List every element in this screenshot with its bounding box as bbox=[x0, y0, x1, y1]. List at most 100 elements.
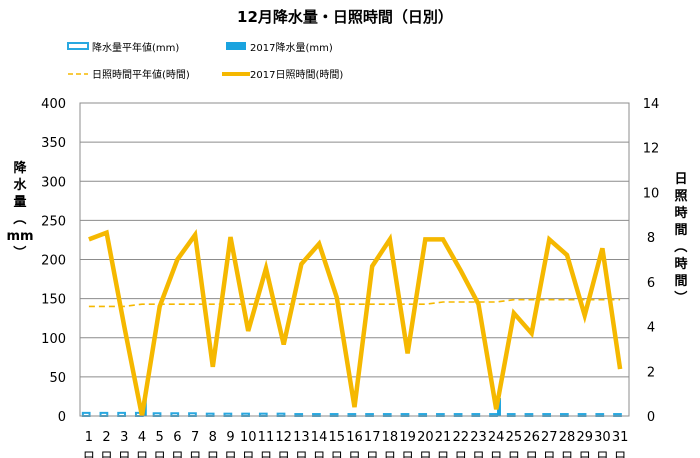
actual-precip-bar bbox=[497, 398, 501, 416]
x-tick-label: 4 bbox=[138, 430, 146, 445]
x-tick-label: 29 bbox=[576, 430, 593, 445]
x-tick-label: 5 bbox=[156, 430, 164, 445]
axis-label-char: 量 bbox=[13, 195, 26, 210]
legend-swatch bbox=[67, 42, 89, 50]
axis-label-char: ） bbox=[672, 290, 688, 303]
right-tick-label: 12 bbox=[643, 142, 660, 157]
x-tick-unit: 日 bbox=[383, 451, 396, 458]
x-tick-unit: 日 bbox=[277, 451, 290, 458]
left-tick-label: 200 bbox=[41, 254, 66, 269]
right-tick-label: 2 bbox=[647, 365, 655, 380]
axis-label-char: 照 bbox=[674, 189, 687, 204]
axis-label-char: 間 bbox=[674, 223, 687, 238]
x-tick-unit: 日 bbox=[543, 451, 556, 458]
x-tick-unit: 日 bbox=[454, 451, 467, 458]
right-tick-label: 10 bbox=[643, 186, 660, 201]
x-tick-unit: 日 bbox=[578, 451, 591, 458]
left-tick-label: 100 bbox=[41, 332, 66, 347]
x-tick-label: 28 bbox=[559, 430, 576, 445]
x-tick-unit: 日 bbox=[614, 451, 627, 458]
right-tick-label: 4 bbox=[647, 321, 655, 336]
x-tick-label: 27 bbox=[541, 430, 558, 445]
x-tick-unit: 日 bbox=[153, 451, 166, 458]
left-tick-label: 150 bbox=[41, 293, 66, 308]
axis-label-char: 水 bbox=[13, 177, 27, 193]
right-tick-label: 0 bbox=[647, 410, 655, 425]
right-tick-label: 8 bbox=[647, 231, 655, 246]
actual-sunshine-line bbox=[88, 228, 623, 417]
x-tick-unit: 日 bbox=[596, 451, 609, 458]
axes-layer bbox=[79, 102, 630, 417]
x-tick-unit: 日 bbox=[206, 451, 219, 458]
left-tick-label: 250 bbox=[41, 214, 66, 229]
axis-label-char: 日 bbox=[674, 172, 687, 187]
axis-label-char: 時 bbox=[674, 256, 687, 272]
x-tick-label: 14 bbox=[311, 430, 328, 445]
left-tick-label: 400 bbox=[41, 97, 66, 112]
x-tick-unit: 日 bbox=[507, 451, 520, 458]
x-tick-unit: 日 bbox=[401, 451, 414, 458]
left-tick-label: 50 bbox=[49, 371, 66, 386]
x-tick-unit: 日 bbox=[437, 451, 450, 458]
legend-label: 日照時間平年値(時間) bbox=[92, 68, 190, 81]
axis-label-char: ） bbox=[11, 245, 27, 258]
x-tick-label: 30 bbox=[594, 430, 611, 445]
x-tick-unit: 日 bbox=[348, 451, 361, 458]
x-tick-label: 23 bbox=[470, 430, 487, 445]
legend: 降水量平年値(mm) 2017降水量(mm) 日照時間平年値(時間) 2017日照時間… bbox=[67, 41, 343, 81]
left-tick-label: 0 bbox=[58, 410, 66, 425]
x-tick-label: 10 bbox=[240, 430, 257, 445]
legend-swatch bbox=[226, 42, 246, 50]
x-tick-label: 15 bbox=[329, 430, 346, 445]
legend-label: 降水量平年値(mm) bbox=[92, 41, 179, 54]
axis-label-char: mm bbox=[6, 229, 33, 244]
axis-label-char: 降 bbox=[13, 160, 27, 176]
x-tick-unit: 日 bbox=[82, 451, 95, 458]
x-tick-unit: 日 bbox=[189, 451, 202, 458]
x-tick-label: 18 bbox=[382, 430, 399, 445]
x-tick-unit: 日 bbox=[419, 451, 432, 458]
axis-label-char: 間 bbox=[674, 274, 687, 289]
axis-label-char: （ bbox=[672, 239, 688, 252]
right-tick-label: 14 bbox=[643, 97, 660, 112]
x-tick-label: 26 bbox=[523, 430, 540, 445]
x-tick-label: 16 bbox=[346, 430, 363, 445]
x-tick-label: 12 bbox=[275, 430, 292, 445]
left-tick-label: 350 bbox=[41, 136, 66, 151]
x-tick-label: 6 bbox=[173, 430, 181, 445]
x-tick-unit: 日 bbox=[118, 451, 131, 458]
plot-area bbox=[79, 102, 630, 417]
x-tick-label: 2 bbox=[102, 430, 110, 445]
x-tick-label: 3 bbox=[120, 430, 128, 445]
x-tick-unit: 日 bbox=[525, 451, 538, 458]
x-tick-unit: 日 bbox=[313, 451, 326, 458]
x-tick-unit: 日 bbox=[100, 451, 113, 458]
x-tick-unit: 日 bbox=[135, 451, 148, 458]
normal-sunshine-line bbox=[88, 298, 621, 308]
x-tick-unit: 日 bbox=[224, 451, 237, 458]
x-tick-label: 13 bbox=[293, 430, 310, 445]
x-tick-unit: 日 bbox=[295, 451, 308, 458]
axis-label-char: 時 bbox=[674, 205, 687, 221]
x-tick-label: 31 bbox=[612, 430, 629, 445]
x-tick-unit: 日 bbox=[330, 451, 343, 458]
x-axis-ticks: 1日2日3日4日5日6日7日8日9日10日11日12日13日14日15日16日1… bbox=[82, 430, 628, 458]
x-tick-label: 17 bbox=[364, 430, 381, 445]
x-tick-label: 7 bbox=[191, 430, 199, 445]
axis-label-char: （ bbox=[11, 211, 27, 224]
x-tick-unit: 日 bbox=[472, 451, 485, 458]
legend-label: 2017日照時間(時間) bbox=[250, 69, 343, 81]
x-tick-label: 8 bbox=[209, 430, 217, 445]
x-tick-label: 11 bbox=[258, 430, 275, 445]
left-axis-label: 降水量（ mm） bbox=[6, 160, 33, 259]
x-tick-unit: 日 bbox=[561, 451, 574, 458]
x-tick-label: 19 bbox=[399, 430, 416, 445]
x-tick-label: 9 bbox=[226, 430, 234, 445]
legend-label: 2017降水量(mm) bbox=[250, 41, 333, 54]
x-tick-label: 22 bbox=[452, 430, 469, 445]
right-axis-label: 日照時間（時間） bbox=[672, 172, 688, 304]
chart-title: 12月降水量・日照時間（日別） bbox=[237, 8, 453, 26]
right-axis-ticks: 0 2 4 6 8 10 12 14 bbox=[643, 97, 660, 425]
x-tick-unit: 日 bbox=[242, 451, 255, 458]
